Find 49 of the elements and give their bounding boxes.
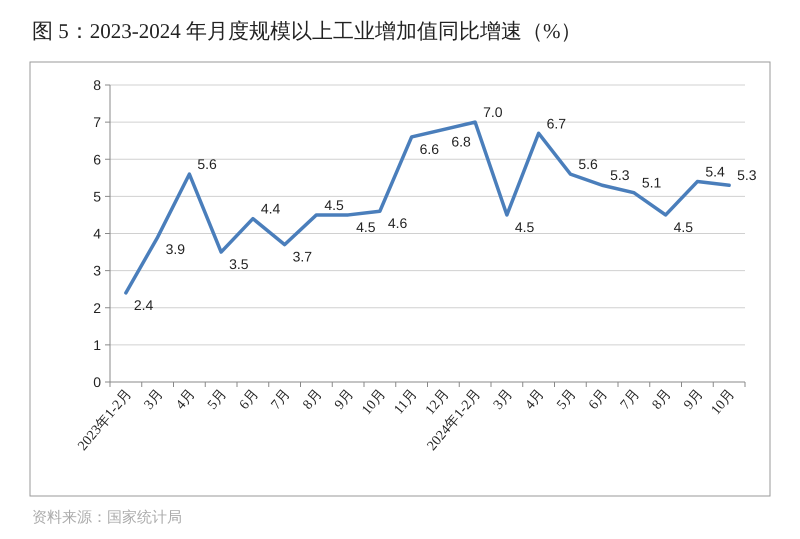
x-tick-label: 3月 xyxy=(490,386,516,413)
x-tick-label: 5月 xyxy=(554,386,580,413)
y-tick-label: 4 xyxy=(93,226,102,242)
data-label: 6.6 xyxy=(420,140,440,157)
y-tick-label: 0 xyxy=(93,374,102,390)
x-tick-label: 10月 xyxy=(359,386,389,418)
data-label: 5.3 xyxy=(610,167,630,184)
data-label: 3.5 xyxy=(229,256,249,272)
data-label: 5.6 xyxy=(197,156,218,172)
y-tick-label: 5 xyxy=(93,188,102,204)
data-label: 4.4 xyxy=(260,200,281,217)
x-tick-label: 8月 xyxy=(650,386,675,413)
x-tick-label: 11月 xyxy=(392,386,421,418)
x-tick-label: 6月 xyxy=(586,386,612,413)
data-label: 4.5 xyxy=(356,218,376,235)
x-tick-label: 3月 xyxy=(142,386,167,413)
data-label: 4.5 xyxy=(514,218,535,235)
data-label: 3.7 xyxy=(292,248,312,265)
y-tick-label: 7 xyxy=(93,114,102,130)
x-tick-label: 7月 xyxy=(268,386,294,413)
data-label: 6.8 xyxy=(451,134,472,150)
data-label: 6.7 xyxy=(546,115,566,132)
data-label: 7.0 xyxy=(483,104,503,120)
x-tick-label: 6月 xyxy=(236,386,262,413)
x-tick-label: 8月 xyxy=(300,386,326,413)
y-tick-label: 3 xyxy=(93,262,102,279)
data-label: 5.1 xyxy=(642,174,662,191)
x-tick-label: 4月 xyxy=(173,386,198,413)
text: 资料来源：国家统计局 xyxy=(32,509,182,526)
data-label: 4.6 xyxy=(388,215,408,232)
x-tick-label: 9月 xyxy=(332,386,358,413)
x-tick-label: 10月 xyxy=(708,386,738,418)
data-label: 4.5 xyxy=(324,196,344,213)
data-label: 4.5 xyxy=(674,218,694,235)
data-label: 2.4 xyxy=(134,296,154,313)
y-tick-label: 1 xyxy=(93,336,102,353)
line-series xyxy=(124,120,731,295)
x-tick-label: 7月 xyxy=(618,386,643,413)
data-label: 5.3 xyxy=(737,167,757,184)
y-tick-label: 2 xyxy=(93,300,102,316)
data-label: 3.9 xyxy=(166,241,186,258)
x-tick-label: 4月 xyxy=(522,386,548,413)
x-tick-label: 5月 xyxy=(205,386,230,413)
y-tick-label: 6 xyxy=(93,151,102,168)
y-tick-label: 8 xyxy=(93,77,102,93)
x-tick-label: 9月 xyxy=(681,386,706,413)
data-label: 5.4 xyxy=(705,164,726,180)
data-label: 5.6 xyxy=(578,156,598,172)
chart-title: 图 5：2023-2024 年月度规模以上工业增加值同比增速（%） xyxy=(32,19,582,43)
